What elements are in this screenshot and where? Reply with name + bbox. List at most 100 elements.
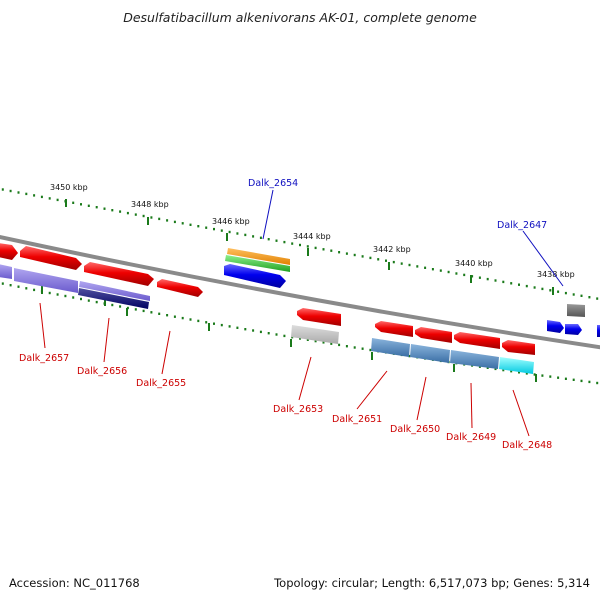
gene-arrow[interactable]	[375, 321, 413, 337]
gene-arrow[interactable]	[297, 308, 341, 326]
track-dot	[345, 252, 348, 255]
dalk-2657-gene[interactable]	[14, 268, 78, 293]
gene-label[interactable]: Dalk_2656	[77, 366, 127, 377]
track-dot	[549, 289, 552, 292]
track-dot	[580, 294, 583, 297]
tick-label: 3440 kbp	[455, 259, 493, 268]
gene-label[interactable]: Dalk_2655	[136, 378, 186, 389]
dalk-2653-gene[interactable]	[291, 325, 339, 344]
track-dot	[119, 305, 122, 308]
gene-label[interactable]: Dalk_2647	[497, 220, 547, 231]
track-dot	[189, 318, 192, 321]
dalk-2654-green[interactable]	[225, 255, 290, 272]
track-dot	[471, 275, 474, 278]
track-dot	[9, 284, 12, 287]
track-dot	[142, 309, 145, 313]
tick-labels: 3450 kbp 3448 kbp 3446 kbp 3444 kbp 3442…	[50, 183, 575, 279]
leader-line	[356, 370, 388, 410]
gene-label[interactable]: Dalk_2653	[273, 404, 323, 415]
track-dot	[244, 328, 247, 331]
leader-line	[103, 317, 110, 363]
track-dot	[1, 282, 4, 285]
dalk-2656-gene[interactable]	[78, 288, 149, 309]
gene-arrow[interactable]	[565, 324, 582, 335]
track-dot	[189, 223, 192, 226]
track-dot	[596, 297, 599, 300]
track-dot	[205, 321, 208, 324]
track-dot	[213, 227, 215, 231]
track-dot	[338, 251, 341, 254]
track-dot	[486, 366, 489, 369]
forward-strand-genes	[0, 243, 600, 337]
track-dot	[314, 246, 317, 250]
gene-arrow[interactable]	[454, 332, 500, 349]
gene-arrow[interactable]	[502, 340, 535, 355]
gene-arrow[interactable]	[597, 325, 600, 337]
track-dot	[502, 280, 505, 284]
track-dot	[518, 283, 520, 286]
dalk-2647-gene[interactable]	[547, 320, 564, 333]
track-dot	[119, 210, 122, 213]
track-dot	[48, 291, 51, 295]
gene-label[interactable]: Dalk_2657	[19, 353, 69, 364]
dalk-2651-gene[interactable]	[371, 338, 410, 357]
outer-dot-track	[1, 188, 599, 300]
tick-label: 3444 kbp	[293, 232, 331, 241]
track-dot	[1, 188, 4, 191]
track-dot	[40, 195, 43, 199]
leader-line	[39, 302, 46, 349]
track-dot	[33, 288, 36, 292]
track-dot	[299, 337, 301, 340]
gene-arrow[interactable]	[84, 262, 154, 286]
dalk-2650-gene[interactable]	[410, 344, 450, 363]
track-dot	[80, 297, 82, 301]
gene-arrow[interactable]	[415, 327, 452, 343]
gene-label[interactable]: Dalk_2651	[332, 414, 382, 425]
track-dot	[291, 336, 294, 339]
gene-arrow[interactable]	[157, 279, 203, 297]
track-dot	[431, 268, 434, 271]
gene-labels: Dalk_2654 Dalk_2647 Dalk_2657 Dalk_2656 …	[19, 178, 552, 451]
dalk-2654-gene[interactable]	[224, 264, 286, 288]
dalk-2654-orange[interactable]	[227, 248, 290, 265]
gene-label[interactable]: Dalk_2649	[446, 432, 496, 443]
gene-label[interactable]: Dalk_2650	[390, 424, 440, 435]
gene-arrow[interactable]	[0, 243, 18, 260]
track-dot	[134, 213, 137, 216]
track-dot	[572, 378, 575, 381]
track-dot	[494, 279, 497, 282]
gene-label[interactable]: Dalk_2648	[502, 440, 552, 451]
track-dot	[173, 220, 176, 224]
track-dot	[33, 194, 36, 197]
gene-arrow[interactable]	[567, 304, 585, 317]
leader-lines	[39, 189, 564, 437]
gene-arrow[interactable]	[20, 246, 82, 270]
track-dot	[275, 239, 278, 242]
track-dot	[150, 216, 153, 219]
track-dot	[463, 273, 466, 277]
track-dot	[525, 284, 528, 288]
leader-line	[522, 230, 564, 287]
track-dot	[361, 347, 364, 350]
gene-box[interactable]	[79, 281, 150, 301]
dalk-2649-gene[interactable]	[450, 350, 499, 369]
track-dot	[267, 238, 270, 241]
track-dot	[322, 341, 325, 344]
gene-box[interactable]	[0, 264, 12, 279]
track-dot	[564, 291, 567, 295]
track-dot	[510, 370, 513, 373]
track-dot	[291, 242, 294, 245]
track-dot	[322, 248, 325, 251]
track-dot	[259, 330, 262, 334]
dalk-2648-gene[interactable]	[499, 357, 534, 374]
track-dot	[181, 222, 184, 225]
track-dot	[306, 245, 309, 248]
track-dot	[244, 233, 247, 237]
track-dot	[478, 276, 481, 279]
tick-label: 3450 kbp	[50, 183, 88, 192]
track-dot	[213, 322, 215, 325]
track-dot	[549, 375, 552, 378]
track-dot	[533, 373, 536, 376]
gene-label[interactable]: Dalk_2654	[248, 178, 298, 189]
